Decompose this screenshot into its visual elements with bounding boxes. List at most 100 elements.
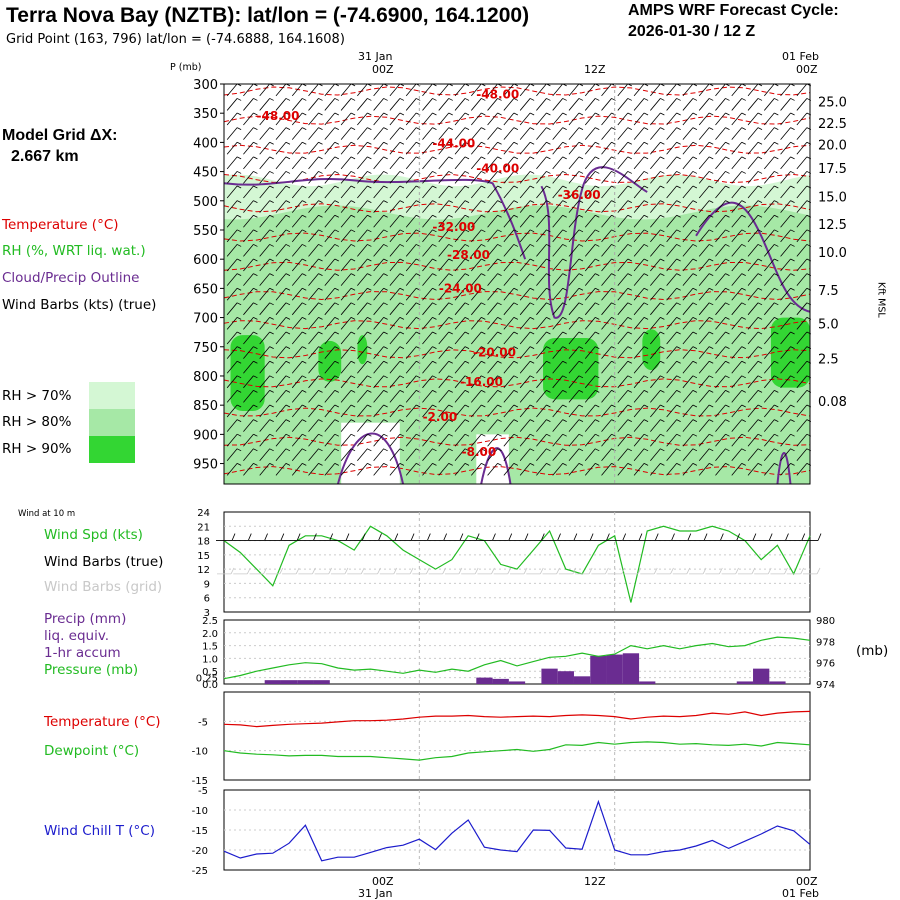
- wind-barb: [259, 98, 274, 111]
- wind-speed-series: [223, 525, 811, 603]
- wind-barb-true: [427, 533, 447, 541]
- wind-barb: [552, 244, 567, 257]
- wind-barb: [357, 360, 372, 374]
- wind-barb: [519, 287, 535, 301]
- wind-barb: [552, 98, 567, 111]
- wind-barb: [373, 360, 388, 374]
- wind-barb: [340, 360, 356, 374]
- temperature-ytick: -5: [198, 717, 208, 728]
- precip-bar: [639, 681, 656, 684]
- wind-barb-grid: [672, 567, 691, 575]
- wind-barb: [389, 244, 405, 257]
- wind-barb: [340, 448, 356, 462]
- wind-barb: [226, 98, 242, 111]
- wind-barb-grid: [689, 567, 707, 575]
- header-title: Terra Nova Bay (NZTB): lat/lon = (-74.69…: [6, 4, 530, 27]
- wind-barb: [780, 302, 795, 316]
- wind-barb: [422, 258, 437, 272]
- wind-barb: [291, 200, 307, 213]
- wind-barb: [389, 214, 405, 228]
- wind-barb: [633, 302, 649, 316]
- wind-barb: [633, 390, 649, 403]
- wind-barb: [357, 448, 372, 462]
- wind-barb: [552, 419, 567, 432]
- cloud-outline: [540, 166, 648, 319]
- legend-rh: RH (%, WRT liq. wat.): [2, 243, 146, 259]
- wind-barb: [731, 185, 746, 199]
- wind-barb: [308, 331, 323, 345]
- wind-barb: [324, 287, 339, 301]
- wind-barb: [357, 273, 372, 286]
- wind-barb: [617, 156, 632, 170]
- wind-barb: [487, 448, 502, 462]
- wind-barb: [584, 229, 600, 243]
- wind-barb-grid: [363, 567, 381, 575]
- wind-barb: [552, 229, 567, 243]
- isotherm-label: -28.00: [447, 248, 490, 262]
- wind-barb: [470, 360, 486, 374]
- wind-barb: [536, 433, 551, 447]
- wind-barb-true: [297, 533, 317, 541]
- wind-barb-grid: [607, 567, 626, 575]
- wind-barb-true: [346, 533, 366, 541]
- wind-barb: [259, 200, 274, 213]
- wind-barb: [715, 273, 730, 286]
- wind-barb: [487, 463, 502, 476]
- wind-barb: [633, 258, 649, 272]
- wind-barb: [373, 112, 388, 126]
- wind-barb: [715, 287, 730, 301]
- wind-barb: [698, 463, 714, 476]
- wind-chill-label: Wind Chill T (°C): [44, 823, 155, 839]
- wind-barb: [357, 331, 372, 345]
- wind-barb: [552, 83, 567, 97]
- wind-barb: [747, 185, 763, 199]
- pressure-ytick: 980: [816, 616, 835, 627]
- wind-barb: [389, 273, 405, 286]
- isotherm-label: -48.00: [257, 109, 300, 123]
- wind-barb: [780, 375, 795, 389]
- wind-barb: [470, 433, 486, 447]
- wind-barb: [698, 98, 714, 111]
- wind-barb: [324, 171, 339, 184]
- top-time-12z: 12Z: [584, 63, 606, 76]
- wind-barb: [584, 171, 600, 184]
- wind-barb: [291, 112, 307, 126]
- legend-cloud: Cloud/Precip Outline: [2, 270, 140, 286]
- temperature-panel-frame: [223, 691, 811, 781]
- wind-barb: [698, 360, 714, 374]
- wind-barb: [422, 171, 437, 184]
- wind-barb: [698, 127, 714, 140]
- wind-barb: [259, 229, 274, 243]
- wind-barb: [584, 244, 600, 257]
- wind-barb: [389, 127, 405, 140]
- wind-barb: [308, 229, 323, 243]
- wind-barb: [552, 375, 567, 389]
- wind-barb: [747, 404, 763, 418]
- wind-barb: [308, 214, 323, 228]
- temperature-label: Temperature (°C): [44, 714, 161, 730]
- wind-barb: [340, 302, 356, 316]
- kft-tick: 17.5: [818, 162, 847, 177]
- wind-barb: [682, 112, 698, 126]
- wind-barb: [438, 171, 453, 184]
- wind-barb: [780, 244, 795, 257]
- wind-barb: [422, 375, 437, 389]
- wind-barb: [763, 317, 779, 330]
- wind-barb: [259, 244, 274, 257]
- wind-barb: [438, 98, 453, 111]
- wind-barb: [422, 463, 437, 476]
- wind-barb: [780, 229, 795, 243]
- wind-barb: [373, 171, 388, 184]
- wind-barb: [763, 83, 779, 97]
- wind-barb: [552, 287, 567, 301]
- wind-barb: [275, 141, 291, 155]
- wind-barb: [291, 156, 307, 170]
- wind-barb: [226, 375, 242, 389]
- wind-barb: [291, 346, 307, 359]
- wind-barb: [666, 258, 681, 272]
- wind-barb: [259, 419, 274, 432]
- wind-barb: [552, 302, 567, 316]
- wind-ytick: 21: [197, 522, 210, 533]
- wind-barb: [438, 273, 453, 286]
